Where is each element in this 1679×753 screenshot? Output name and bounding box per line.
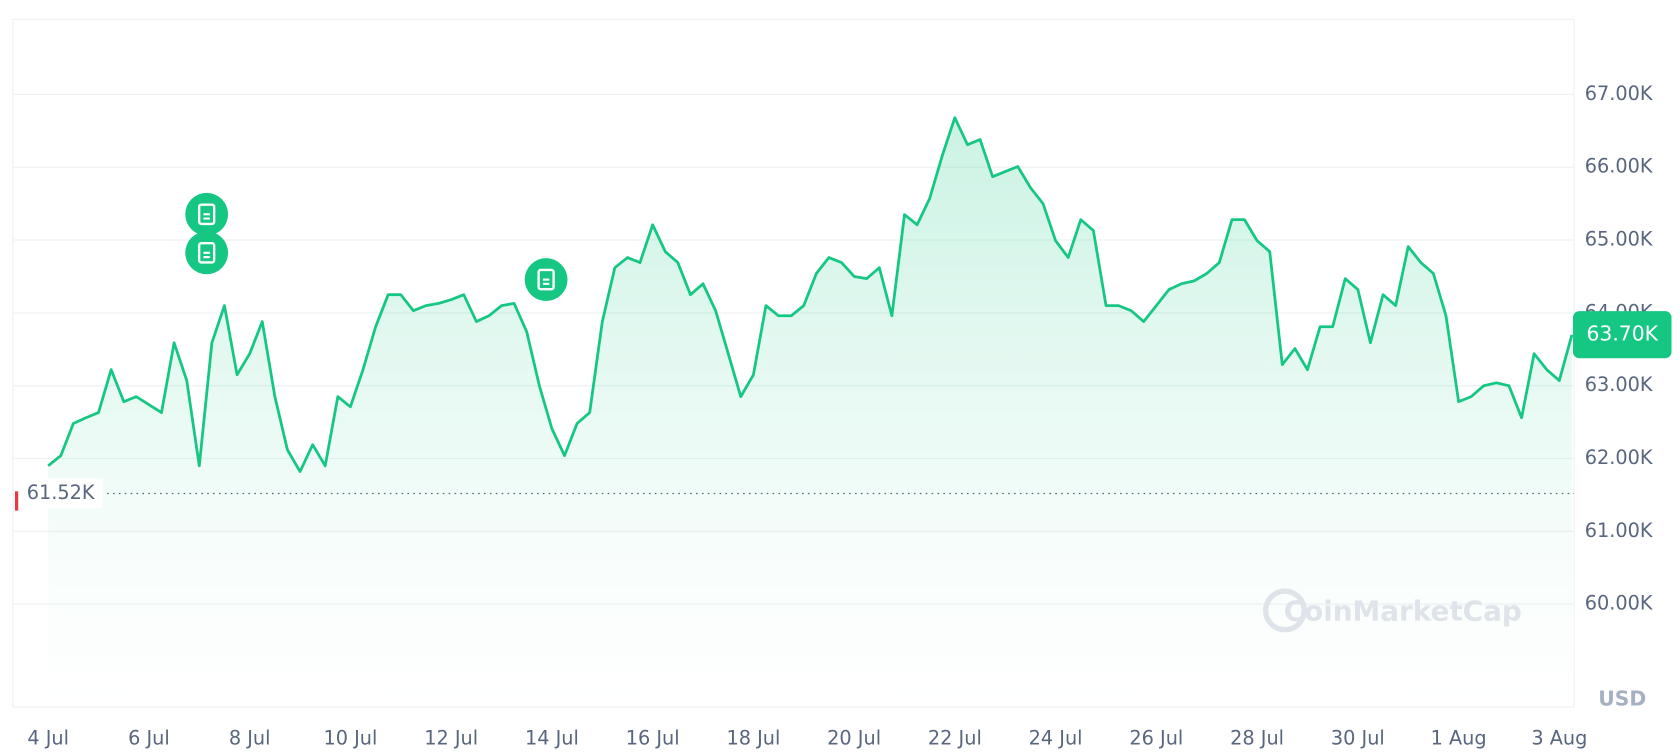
x-tick-label: 30 Jul — [1331, 726, 1385, 749]
current-price-badge — [1572, 311, 1672, 359]
x-tick-label: 1 Aug — [1431, 726, 1487, 749]
line-layer — [47, 116, 1574, 473]
y-tick-label: 66.00K — [1585, 155, 1654, 178]
area-layer — [48, 117, 1572, 707]
x-tick-label: 16 Jul — [626, 726, 680, 749]
x-tick-label: 6 Jul — [128, 726, 170, 749]
news-icons — [185, 192, 568, 302]
x-tick-label: 10 Jul — [323, 726, 377, 749]
x-tick-label: 24 Jul — [1029, 726, 1083, 749]
reference-label: 61.52K — [27, 481, 96, 504]
x-axis: 4 Jul 6 Jul 8 Jul 10 Jul 12 Jul 14 Jul 16 Jul 1… — [27, 726, 1587, 749]
x-tick-label: 12 Jul — [424, 726, 478, 749]
current-price-label: 63.70K — [1586, 322, 1658, 346]
y-axis: 60.00K61.00K62.00K63.00K64.00K65.00K66.0… — [1572, 82, 1672, 615]
y-tick-label: 67.00K — [1585, 82, 1654, 105]
x-tick-label: 8 Jul — [229, 726, 271, 749]
watermark: CoinMarketCap — [1284, 595, 1522, 628]
price-line — [47, 116, 1574, 473]
x-tick-label: 4 Jul — [27, 726, 69, 749]
reference-marker — [14, 491, 19, 511]
currency-label: USD — [1598, 686, 1646, 710]
y-tick-label: 63.00K — [1585, 373, 1654, 396]
y-tick-label: 61.00K — [1585, 519, 1654, 542]
x-tick-label: 20 Jul — [827, 726, 881, 749]
y-tick-label: 60.00K — [1585, 592, 1654, 615]
x-tick-label: 14 Jul — [525, 726, 579, 749]
y-tick-label: 65.00K — [1585, 228, 1654, 251]
price-area — [48, 117, 1572, 707]
reference-layer: 61.52K — [14, 478, 1575, 511]
x-tick-label: 26 Jul — [1129, 726, 1183, 749]
x-tick-label: 22 Jul — [928, 726, 982, 749]
x-tick-label: 3 Aug — [1531, 726, 1587, 749]
watermark-logo — [1262, 588, 1307, 633]
x-tick-label: 18 Jul — [726, 726, 780, 749]
reference-label-bg — [21, 478, 103, 509]
y-tick-label: 62.00K — [1585, 446, 1654, 469]
x-tick-label: 28 Jul — [1230, 726, 1284, 749]
